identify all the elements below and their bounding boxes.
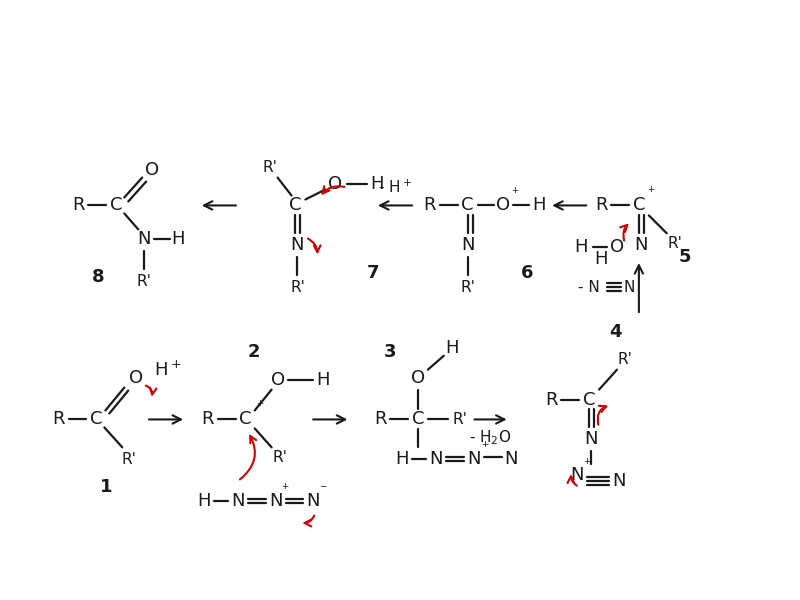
Text: R': R' <box>272 450 287 465</box>
Text: N: N <box>429 450 442 468</box>
Text: 7: 7 <box>367 264 379 282</box>
Text: R': R' <box>137 274 152 289</box>
Text: O: O <box>411 368 425 386</box>
Text: O: O <box>145 161 159 179</box>
Text: - H$^+$: - H$^+$ <box>378 179 412 196</box>
Text: 4: 4 <box>609 323 622 341</box>
Text: 1: 1 <box>100 478 113 496</box>
Text: C: C <box>583 391 595 409</box>
Text: 8: 8 <box>92 268 105 286</box>
Text: C: C <box>462 196 474 214</box>
Text: R': R' <box>262 160 277 175</box>
Text: N: N <box>306 492 320 510</box>
Text: $^+$: $^+$ <box>582 458 592 471</box>
Text: 6: 6 <box>521 264 534 282</box>
Text: R': R' <box>667 236 682 251</box>
Text: N: N <box>461 236 474 254</box>
Text: H$^+$: H$^+$ <box>154 360 182 379</box>
Text: O: O <box>497 196 510 214</box>
Text: C: C <box>633 196 645 214</box>
Text: N: N <box>231 492 245 510</box>
Text: O: O <box>328 175 342 193</box>
Text: R: R <box>52 410 65 428</box>
Text: N: N <box>570 466 584 484</box>
Text: C: C <box>110 196 122 214</box>
Text: N: N <box>290 236 304 254</box>
Text: O: O <box>270 371 285 389</box>
Text: H: H <box>317 371 330 389</box>
Text: $^+$: $^+$ <box>479 441 490 454</box>
Text: N: N <box>138 230 151 248</box>
Text: O: O <box>610 238 624 256</box>
Text: R: R <box>72 196 85 214</box>
Text: H: H <box>574 238 588 256</box>
Text: H: H <box>395 450 409 468</box>
Text: C: C <box>412 410 424 428</box>
Text: N: N <box>505 450 518 468</box>
Text: C: C <box>290 196 302 214</box>
Text: N: N <box>612 472 626 490</box>
Text: N: N <box>467 450 481 468</box>
Text: O: O <box>129 368 143 386</box>
Text: H: H <box>197 492 210 510</box>
Text: $^+$: $^+$ <box>281 482 290 496</box>
Text: R': R' <box>290 280 305 295</box>
Text: $^+$: $^+$ <box>254 399 265 412</box>
Text: R: R <box>545 391 558 409</box>
Text: 3: 3 <box>384 343 396 361</box>
Text: H: H <box>533 196 546 214</box>
Text: - H$_2$O: - H$_2$O <box>470 428 512 447</box>
Text: N: N <box>584 430 598 448</box>
Text: H: H <box>594 250 608 268</box>
Text: $^+$: $^+$ <box>646 185 656 198</box>
Text: C: C <box>90 410 102 428</box>
Text: R: R <box>595 196 607 214</box>
Text: R': R' <box>618 352 632 367</box>
Text: N: N <box>269 492 282 510</box>
Text: R: R <box>374 410 386 428</box>
Text: R': R' <box>452 412 467 427</box>
Text: R': R' <box>460 280 475 295</box>
Text: H: H <box>370 175 384 193</box>
Text: H: H <box>171 230 185 248</box>
Text: 2: 2 <box>247 343 260 361</box>
Text: R: R <box>202 410 214 428</box>
Text: R': R' <box>122 452 137 467</box>
Text: H: H <box>445 339 458 357</box>
Text: $^+$: $^+$ <box>510 187 521 200</box>
Text: $^-$: $^-$ <box>318 482 329 496</box>
Text: - N: - N <box>578 280 600 295</box>
Text: N: N <box>623 280 634 295</box>
Text: N: N <box>634 236 648 254</box>
Text: 5: 5 <box>678 248 691 266</box>
Text: C: C <box>239 410 252 428</box>
Text: R: R <box>424 196 436 214</box>
